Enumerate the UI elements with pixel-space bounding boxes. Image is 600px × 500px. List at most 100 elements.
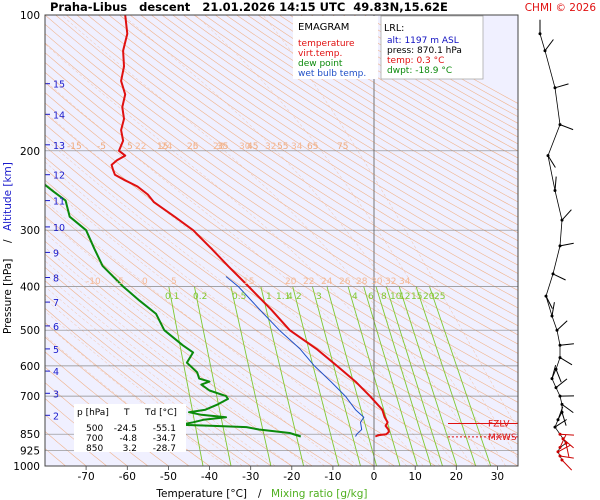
wind-barb	[557, 406, 564, 420]
x-axis-label-separator: /	[258, 488, 262, 500]
dry-adiabat	[172, 15, 518, 234]
moist-adiabat	[45, 323, 227, 466]
wind-barb	[547, 155, 556, 168]
wind-barb	[552, 273, 566, 281]
dry-adiabat-label: 35	[217, 142, 228, 152]
dry-adiabat	[45, 113, 518, 434]
mixing-ratio-line	[292, 286, 340, 466]
dry-adiabat	[204, 15, 518, 210]
pressure-tick-label: 300	[20, 225, 40, 237]
dry-adiabat-label: 15	[157, 142, 168, 152]
x-axis-label-mixing: Mixing ratio [g/kg]	[271, 488, 367, 500]
wind-barb-dot	[558, 454, 562, 458]
moist-adiabat-label: 28	[213, 142, 225, 152]
profile-series	[45, 15, 390, 438]
mixing-ratio-line	[375, 286, 432, 466]
temperature-tick-label: -60	[119, 471, 136, 483]
altitude-ticks: 2 3 4 5 6 7 8 9 10 11 12 13 14 15	[45, 80, 65, 422]
mixing-ratio-line	[363, 286, 418, 466]
legend-item-dew-point: dew point	[298, 59, 343, 69]
dry-adiabat-labels: -15 -5 5 15 25 35 45 55 65 75	[67, 142, 348, 152]
table-cell: 3.2	[123, 444, 137, 454]
wind-barb	[559, 433, 575, 436]
wind-barb	[544, 39, 554, 52]
mixing-ratio-label: 0.2	[193, 292, 207, 302]
mixing-ratio-label: 0.5	[232, 292, 246, 302]
dry-adiabat	[76, 15, 518, 309]
wind-barb	[562, 438, 574, 449]
altitude-tick-label: 4	[53, 367, 59, 378]
legend-item-wet-bulb: wet bulb temp.	[298, 69, 366, 79]
moist-adiabat-label: 5	[171, 277, 177, 287]
wind-barb	[565, 443, 570, 458]
mixing-ratio-label: 3	[316, 292, 322, 302]
wind-barb	[561, 412, 567, 426]
altitude-tick-label: 10	[53, 223, 65, 234]
mixing-ratio-label: 8	[381, 292, 387, 302]
dew-point-line	[45, 183, 302, 438]
dry-adiabat	[161, 15, 518, 242]
table-cell: -24.5	[114, 424, 137, 434]
mixing-ratio-label: 20	[423, 292, 435, 302]
fzlv-label: FZLV	[488, 420, 510, 430]
wet-bulb-line	[225, 276, 365, 437]
dry-adiabat	[45, 15, 518, 336]
wind-barb	[554, 419, 567, 428]
wind-barb	[555, 378, 568, 388]
mixing-ratio-label: 4	[287, 292, 293, 302]
mixing-ratio-line	[168, 286, 204, 466]
altitude-tick-label: 9	[53, 248, 59, 259]
pressure-tick-labels: 100 200 300 400 500 600 700 850 925 1000	[13, 10, 40, 473]
wind-barb-dot	[558, 244, 562, 248]
level-table: p [hPa] T Td [°C] 500 -24.5 -55.1 700 -4…	[74, 404, 186, 454]
moist-adiabat	[45, 43, 474, 466]
mixing-ratio-label: 10	[390, 292, 402, 302]
dry-adiabat	[119, 15, 518, 274]
mixing-ratio-line	[385, 286, 443, 466]
wind-barb-dot	[558, 394, 562, 398]
temperature-tick-label: 10	[409, 471, 422, 483]
moist-adiabat-label: 30	[239, 142, 251, 152]
dry-adiabat	[55, 15, 518, 327]
wind-barb	[554, 176, 557, 191]
dry-adiabat-label: -15	[67, 142, 82, 152]
moist-adiabat	[262, 15, 518, 431]
temperature-tick-label: -40	[201, 471, 218, 483]
wind-barb-dot	[550, 314, 554, 318]
mixing-ratio-line	[326, 286, 378, 466]
mixing-ratio-line	[230, 286, 272, 466]
temperature-tick-label: -10	[324, 471, 341, 483]
moist-adiabat-label: 32	[265, 142, 276, 152]
temperature-tick-labels: -70 -60 -50 -40 -30 -20 -10 0 10 20 30	[78, 466, 504, 483]
wind-barb	[559, 124, 574, 131]
pressure-tick-label: 1000	[13, 461, 40, 473]
dry-adiabat-label: -5	[97, 142, 106, 152]
wind-barb-dot	[550, 377, 554, 381]
wind-barb-dot	[560, 402, 564, 406]
altitude-tick-label: 13	[53, 141, 65, 152]
dry-adiabat-label: 25	[187, 142, 198, 152]
wind-barb	[561, 403, 574, 414]
moist-adiabat-label: 15	[243, 277, 254, 287]
moist-adiabat	[45, 273, 292, 466]
temperature-line	[110, 15, 390, 438]
chart-title: Praha-Libus descent 21.01.2026 14:15 UTC…	[50, 0, 448, 14]
wind-barb	[559, 434, 567, 448]
mixing-ratio-label: 2	[296, 292, 302, 302]
wind-barb-dot	[556, 450, 560, 454]
table-header-t: T	[123, 408, 130, 418]
wind-barb	[551, 302, 555, 317]
x-axis-label-temperature: Temperature [°C]	[155, 488, 247, 500]
wind-barb	[559, 357, 573, 366]
temperature-tick-label: -50	[160, 471, 177, 483]
table-cell: 850	[86, 444, 103, 454]
wind-barb	[555, 369, 562, 383]
moist-adiabat-label: 32	[385, 277, 396, 287]
temperature-tick-label: -30	[242, 471, 259, 483]
moist-adiabat-label: -10	[86, 277, 101, 287]
mixing-ratio-label: 12	[399, 292, 410, 302]
wind-barb	[559, 455, 574, 459]
lrl-dewpoint: dwpt: -18.9 °C	[387, 66, 452, 76]
